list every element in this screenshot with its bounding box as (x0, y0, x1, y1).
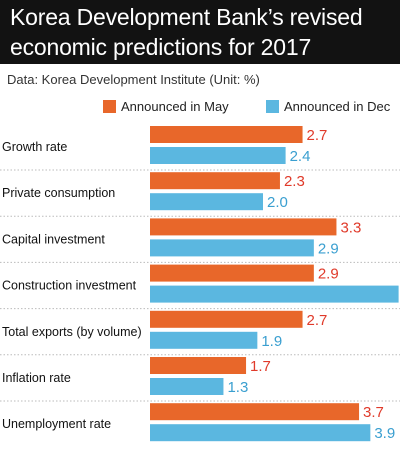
legend-label-may: Announced in May (121, 98, 229, 114)
bar-dec-growth-rate (150, 147, 286, 164)
value-label-may-growth-rate: 2.7 (307, 127, 328, 144)
value-label-dec-capital-investment: 2.9 (318, 240, 339, 257)
bar-dec-unemployment-rate (150, 424, 371, 442)
category-label-unemployment-rate: Unemployment rate (2, 417, 111, 431)
bar-dec-capital-investment (150, 239, 314, 257)
bar-may-private-consumption (150, 172, 280, 190)
legend-label-dec: Announced in Dec (284, 98, 391, 114)
bar-may-capital-investment (150, 218, 337, 236)
bar-may-construction-investment (150, 264, 314, 282)
category-label-total-exports-by-volume: Total exports (by volume) (2, 325, 142, 339)
bar-dec-inflation-rate (150, 378, 224, 395)
category-label-capital-investment: Capital investment (2, 232, 105, 246)
chart-title-line-1: Korea Development Bank’s revised (10, 4, 363, 30)
value-label-may-private-consumption: 2.3 (284, 173, 305, 190)
bar-may-unemployment-rate (150, 403, 360, 421)
legend-item-may: Announced in May (103, 98, 229, 114)
value-label-may-unemployment-rate: 3.7 (363, 404, 384, 421)
value-label-may-inflation-rate: 1.7 (250, 358, 271, 375)
value-label-dec-private-consumption: 2.0 (267, 194, 288, 211)
bar-may-growth-rate (150, 126, 303, 143)
source-note: Data: Korea Development Institute (Unit:… (7, 72, 260, 87)
category-label-construction-investment: Construction investment (2, 279, 137, 293)
value-label-dec-total-exports-by-volume: 1.9 (261, 333, 282, 350)
value-label-may-construction-investment: 2.9 (318, 266, 339, 283)
legend-swatch-may (103, 99, 116, 113)
bar-may-inflation-rate (150, 357, 247, 374)
value-label-dec-growth-rate: 2.4 (290, 148, 311, 165)
legend-item-dec: Announced in Dec (266, 98, 390, 114)
legend-swatch-dec (266, 99, 279, 113)
bar-may-total-exports-by-volume (150, 310, 303, 328)
category-label-growth-rate: Growth rate (2, 140, 67, 154)
bar-dec-private-consumption (150, 193, 263, 211)
category-label-inflation-rate: Inflation rate (2, 371, 71, 385)
bar-dec-construction-investment (150, 285, 399, 303)
value-label-dec-inflation-rate: 1.3 (227, 379, 248, 396)
value-label-may-capital-investment: 3.3 (340, 219, 361, 236)
category-label-private-consumption: Private consumption (2, 186, 115, 200)
title-banner: Korea Development Bank’s revised economi… (0, 0, 400, 64)
value-label-dec-unemployment-rate: 3.9 (374, 425, 395, 442)
value-label-may-total-exports-by-volume: 2.7 (307, 312, 328, 329)
bar-dec-total-exports-by-volume (150, 331, 258, 349)
chart-title-line-2: economic predictions for 2017 (10, 34, 312, 60)
